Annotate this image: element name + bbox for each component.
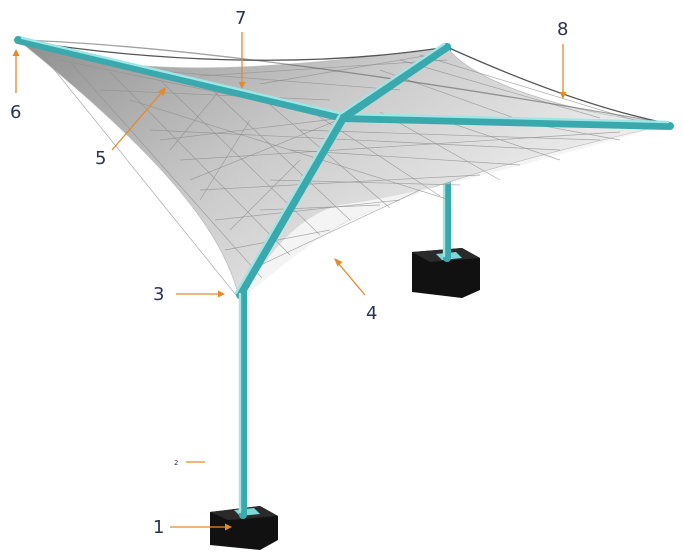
frame-arms (14, 36, 674, 299)
mesh-line (199, 174, 481, 191)
mesh-line (259, 51, 448, 85)
mesh-line (214, 199, 401, 221)
callout-2: 2 (174, 459, 178, 467)
mesh-line (299, 129, 601, 141)
callout-8: 8 (557, 19, 568, 40)
callout-4: 4 (366, 303, 377, 324)
front-column (238, 288, 247, 519)
callout-labels: 1 2 3 4 5 6 7 8 (10, 8, 568, 538)
membrane-surface (17, 39, 671, 301)
mesh-line (399, 59, 601, 119)
mesh-line (39, 51, 241, 301)
mesh-line (299, 103, 441, 197)
callout-7: 7 (235, 8, 246, 29)
edge-cables (17, 39, 671, 125)
mesh-line (199, 119, 251, 201)
mesh-line (224, 229, 331, 251)
mesh-line (179, 131, 621, 161)
mesh-line (209, 87, 351, 221)
callout-arrows (12, 32, 567, 531)
mesh-line (159, 117, 344, 141)
mesh-line (169, 89, 221, 151)
callout-3: 3 (153, 284, 164, 305)
mesh-line (229, 159, 301, 231)
mesh-line (289, 149, 521, 166)
callout-6: 6 (10, 102, 21, 123)
callout-1: 1 (153, 517, 164, 538)
mesh-line (249, 189, 421, 271)
mesh-line (259, 204, 381, 211)
mesh-line (189, 117, 344, 181)
mesh-line (99, 89, 331, 101)
mesh-line (109, 71, 291, 256)
callout-5: 5 (95, 148, 106, 169)
rear-footing (412, 248, 480, 298)
mesh-line (419, 54, 641, 123)
mesh-line (199, 59, 448, 77)
mesh-line (69, 61, 263, 279)
